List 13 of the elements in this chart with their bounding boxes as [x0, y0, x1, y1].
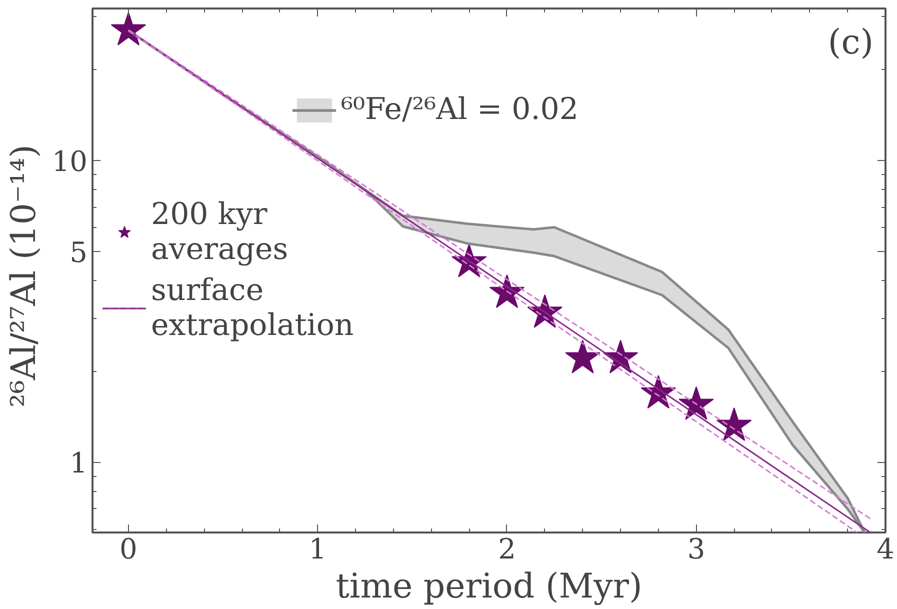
- y-tick-label: 5: [70, 236, 88, 269]
- legend-label: ⁶⁰Fe/²⁶Al = 0.02: [341, 92, 578, 127]
- annotation: (c): [828, 22, 874, 62]
- x-tick-label: 3: [687, 532, 706, 566]
- x-tick-label: 0: [120, 532, 138, 566]
- x-tick-label: 1: [308, 532, 327, 566]
- x-axis-title: time period (Myr): [336, 566, 642, 606]
- x-tick-label: 2: [498, 532, 516, 566]
- y-axis-title: ²⁶Al/²⁷Al (10⁻¹⁴): [4, 144, 44, 408]
- legend-label: surface extrapolation: [151, 273, 354, 343]
- y-tick-label: 1: [70, 446, 88, 480]
- x-tick-label: 4: [876, 532, 894, 566]
- y-tick-label: 10: [52, 145, 88, 178]
